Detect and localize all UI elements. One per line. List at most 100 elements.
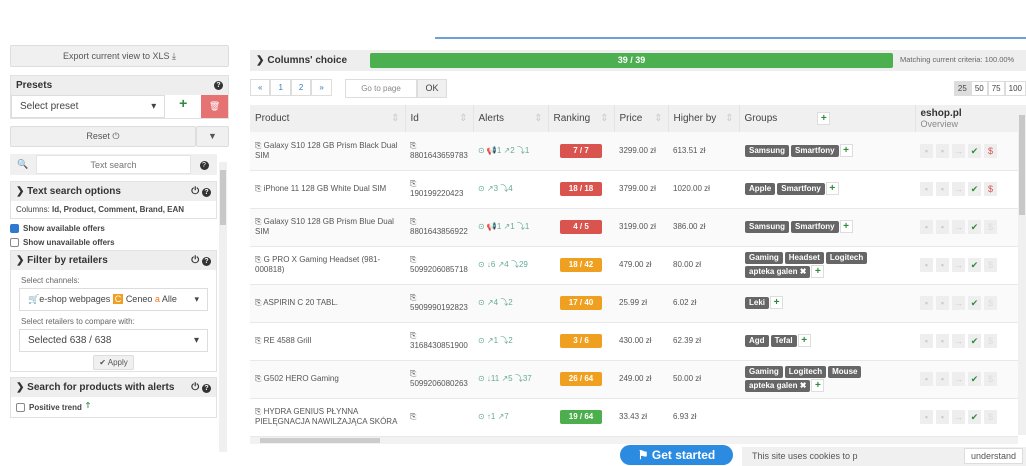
megaphone-icon[interactable]: ▪ [920,258,933,272]
positive-trend-checkbox[interactable]: Positive trend 🡑 [11,397,216,417]
delete-preset-button[interactable]: 🗑 [201,95,228,118]
dollar-icon[interactable]: $ [984,372,997,386]
arrow-right-icon[interactable]: → [952,182,965,196]
group-tag[interactable]: Mouse [828,366,862,378]
help-icon[interactable]: ? [202,188,211,197]
alerts-list[interactable]: ⊙ ↓11 ↗5 ⤵37 [478,374,532,383]
product-name[interactable]: G502 HERO Gaming [263,374,339,383]
add-group-icon[interactable]: + [817,112,831,125]
copy-icon[interactable]: ⎘ [410,412,417,421]
product-name[interactable]: HYDRA GENIUS PŁYNNA PIELĘGNACJA NAWILŻAJ… [255,407,398,426]
group-tag[interactable]: Agd [745,335,769,347]
cart-icon[interactable]: ▪ [936,258,949,272]
megaphone-icon[interactable]: ▪ [920,334,933,348]
go-button[interactable]: OK [417,79,447,98]
sort-icon[interactable]: ⇕ [725,113,734,124]
add-group-button[interactable]: + [770,296,784,309]
copy-icon[interactable]: ⎘ [255,374,262,383]
page-size-option[interactable]: 75 [987,81,1005,96]
check-icon[interactable]: ✔ [968,258,981,272]
group-tag[interactable]: Samsung [745,144,790,157]
add-preset-button[interactable]: + [165,95,202,118]
dollar-icon[interactable]: $ [984,143,997,158]
group-tag[interactable]: Gaming [745,366,783,378]
alerts-list[interactable]: ⊙ ↗4 ⤵2 [478,298,513,307]
sort-icon[interactable]: ⇕ [600,113,609,124]
group-tag[interactable]: Smartfony [791,221,839,233]
text-search-input[interactable] [36,155,191,174]
preset-select[interactable]: Select preset ▾ [11,95,166,118]
arrow-right-icon[interactable]: → [952,296,965,310]
megaphone-icon[interactable]: ▪ [920,143,933,158]
power-icon[interactable]: ⏻ [191,382,200,393]
help-icon[interactable]: ? [202,384,211,393]
alerts-list[interactable]: ⊙ 📢1 ↗2 ⤵1 [478,145,530,155]
copy-icon[interactable]: ⎘ [410,217,417,226]
reset-button[interactable]: Reset ⏻ [10,126,196,147]
cart-icon[interactable]: ▪ [936,220,949,234]
table-row[interactable]: ⎘ HYDRA GENIUS PŁYNNA PIELĘGNACJA NAWILŻ… [250,398,1018,437]
product-name[interactable]: G PRO X Gaming Headset (981-000818) [255,255,381,274]
copy-icon[interactable]: ⎘ [410,369,417,378]
arrow-right-icon[interactable]: → [952,220,965,234]
retailers-select[interactable]: Selected 638 / 638 ▾ [19,329,208,352]
group-tag[interactable]: Tefal [770,335,797,347]
alerts-search-toggle[interactable]: ❯ Search for products with alerts [16,382,175,393]
cart-icon[interactable]: ▪ [936,182,949,196]
table-row[interactable]: ⎘ RE 4588 Grill ⎘ 3168430851900 ⊙ ↗1 ⤵2 3 / … [250,322,1018,361]
group-tag[interactable]: apteka galen ✖ [745,380,811,392]
check-icon[interactable]: ✔ [968,334,981,348]
copy-icon[interactable]: ⎘ [255,184,262,193]
check-icon[interactable]: ✔ [968,296,981,310]
cart-icon[interactable]: ▪ [936,410,949,424]
copy-icon[interactable]: ⎘ [255,336,262,345]
table-row[interactable]: ⎘ G PRO X Gaming Headset (981-000818) ⎘ 50… [250,246,1018,285]
arrow-right-icon[interactable]: → [952,143,965,158]
copy-icon[interactable]: ⎘ [410,293,417,302]
get-started-button[interactable]: ⚑ Get started [620,445,733,465]
sort-icon[interactable]: ⇕ [391,113,400,124]
filter-retailers-toggle[interactable]: ❯ Filter by retailers [16,255,108,266]
megaphone-icon[interactable]: ▪ [920,410,933,424]
group-tag[interactable]: Smartfony [791,144,839,157]
dollar-icon[interactable]: $ [984,334,997,348]
column-header-id[interactable]: Id ⇕ [405,105,474,132]
page-size-option[interactable]: 100 [1004,81,1026,96]
product-name[interactable]: Galaxy S10 128 GB Prism Blue Dual SIM [255,217,394,236]
filter-icon[interactable]: ▼ [196,126,229,147]
table-row[interactable]: ⎘ iPhone 11 128 GB White Dual SIM ⎘ 190199… [250,170,1018,209]
megaphone-icon[interactable]: ▪ [920,296,933,310]
channels-select[interactable]: 🛒e-shop webpages C Ceneo a Alle ▾ [19,288,208,311]
dollar-icon[interactable]: $ [984,410,997,424]
group-tag[interactable]: Logitech [784,366,827,378]
check-icon[interactable]: ✔ [968,220,981,234]
go-to-page-input[interactable]: Go to page [345,79,417,98]
pager-item[interactable]: 2 [290,79,312,96]
help-icon[interactable]: ? [199,161,209,170]
table-row[interactable]: ⎘ G502 HERO Gaming ⎘ 5099206080263 ⊙ ↓11 ↗5… [250,360,1018,399]
cart-icon[interactable]: ▪ [936,143,949,158]
product-name[interactable]: ASPIRIN C 20 TABL. [263,298,339,307]
pager-item[interactable]: 1 [270,79,291,96]
arrow-right-icon[interactable]: → [952,334,965,348]
alerts-list[interactable]: ⊙ 📢1 ↗1 ⤵1 [478,222,530,231]
column-header-alerts[interactable]: Alerts ⇕ [473,105,549,132]
column-header-product[interactable]: Product ⇕ [250,105,406,132]
check-icon[interactable]: ✔ [968,410,981,424]
cart-icon[interactable]: ▪ [936,296,949,310]
column-header-price[interactable]: Price ⇕ [614,105,669,132]
dollar-icon[interactable]: $ [984,220,997,234]
copy-icon[interactable]: ⎘ [255,140,262,150]
copy-icon[interactable]: ⎘ [255,407,262,416]
table-row[interactable]: ⎘ Galaxy S10 128 GB Prism Blue Dual SIM ⎘… [250,208,1018,247]
group-tag[interactable]: Logitech [825,252,868,264]
megaphone-icon[interactable]: ▪ [920,220,933,234]
alerts-list[interactable]: ⊙ ↑1 ↗7 [478,412,509,421]
table-scrollbar[interactable] [1018,105,1026,435]
columns-choice-toggle[interactable]: ❯ Columns' choice 39 / 39 Matching curre… [250,50,1026,71]
arrow-right-icon[interactable]: → [952,410,965,424]
add-group-button[interactable]: + [839,220,853,233]
page-size-option[interactable]: 50 [970,81,988,96]
export-xls-button[interactable]: Export current view to XLS ⤓ [10,45,229,67]
copy-icon[interactable]: ⎘ [410,179,417,188]
